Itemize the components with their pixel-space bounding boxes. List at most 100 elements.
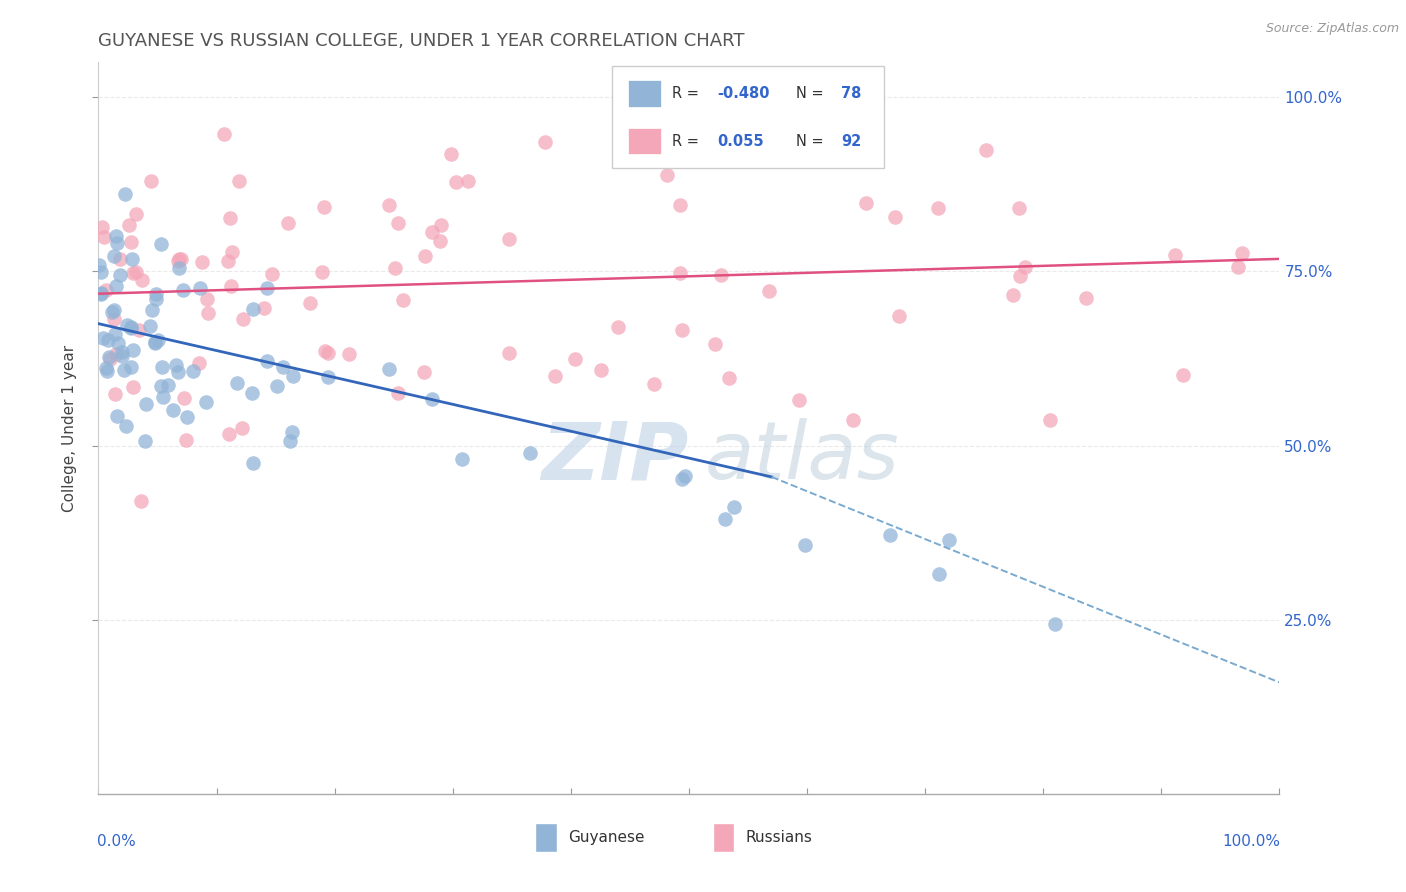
Point xyxy=(498,232,520,246)
Point xyxy=(112,363,135,377)
Point xyxy=(787,392,810,407)
Point xyxy=(104,387,127,401)
Point xyxy=(1001,288,1024,302)
Text: 92: 92 xyxy=(841,134,862,149)
Point xyxy=(135,397,157,411)
Point xyxy=(1008,269,1031,284)
Point xyxy=(174,433,197,447)
Point xyxy=(278,434,301,448)
Point xyxy=(703,337,725,351)
Point xyxy=(173,391,195,405)
Point xyxy=(391,293,413,307)
Point xyxy=(256,354,278,368)
Point xyxy=(266,379,288,393)
Point xyxy=(128,322,150,336)
Point xyxy=(197,306,219,320)
Point xyxy=(429,218,451,232)
Point xyxy=(103,312,125,326)
Point xyxy=(125,207,148,221)
Text: Russians: Russians xyxy=(745,830,813,846)
Point xyxy=(1076,291,1098,305)
Point xyxy=(103,302,125,317)
Point xyxy=(145,334,167,349)
Point xyxy=(606,319,628,334)
FancyBboxPatch shape xyxy=(612,66,884,169)
Point xyxy=(107,235,129,250)
Point xyxy=(976,143,998,157)
Point xyxy=(758,284,780,298)
Point xyxy=(129,493,152,508)
Point xyxy=(591,363,613,377)
Point xyxy=(1226,260,1249,274)
Point xyxy=(314,344,336,359)
Point xyxy=(420,225,443,239)
Point xyxy=(115,418,138,433)
Point xyxy=(564,352,586,367)
Point xyxy=(855,195,877,210)
Point xyxy=(197,292,219,306)
Point xyxy=(519,446,541,460)
Point xyxy=(114,187,136,202)
Text: atlas: atlas xyxy=(704,418,898,497)
Text: 0.055: 0.055 xyxy=(717,134,763,149)
Point xyxy=(444,175,467,189)
Point xyxy=(669,198,692,212)
Bar xyxy=(713,823,734,853)
Point xyxy=(299,296,322,310)
Text: Guyanese: Guyanese xyxy=(568,830,645,846)
Text: 0.0%: 0.0% xyxy=(97,834,136,849)
Point xyxy=(283,369,305,384)
Point xyxy=(789,95,811,110)
Point xyxy=(104,347,127,361)
Point xyxy=(669,266,692,280)
Point xyxy=(90,220,112,235)
Point xyxy=(927,201,949,215)
Text: -0.480: -0.480 xyxy=(717,86,769,101)
Point xyxy=(271,360,294,375)
Point xyxy=(938,533,960,548)
Point xyxy=(124,265,146,279)
Point xyxy=(318,370,340,384)
Point xyxy=(110,252,132,267)
Point xyxy=(89,259,111,273)
Point xyxy=(105,409,128,424)
Point xyxy=(166,254,188,268)
Point xyxy=(280,425,302,439)
Text: ZIP: ZIP xyxy=(541,418,689,497)
Point xyxy=(231,421,253,435)
Point xyxy=(387,386,409,401)
Point xyxy=(723,500,745,514)
Point xyxy=(170,252,193,266)
Point xyxy=(165,358,187,372)
Point xyxy=(181,364,204,378)
Point xyxy=(242,457,264,471)
Point xyxy=(101,305,124,319)
Point xyxy=(122,380,145,394)
Point xyxy=(1039,413,1062,427)
Point xyxy=(457,174,479,188)
Point xyxy=(121,252,143,267)
Point xyxy=(100,351,122,366)
Point xyxy=(143,336,166,351)
Point xyxy=(316,346,339,360)
Point xyxy=(377,198,399,212)
Point xyxy=(643,376,665,391)
Point xyxy=(673,468,696,483)
Point xyxy=(115,318,138,333)
Point xyxy=(96,364,118,378)
Point xyxy=(544,369,567,384)
Point xyxy=(93,230,115,244)
Point xyxy=(1230,246,1253,260)
Point xyxy=(498,346,520,360)
Point xyxy=(1164,248,1187,262)
Point xyxy=(413,249,436,263)
Point xyxy=(311,265,333,279)
Point xyxy=(188,356,211,370)
Y-axis label: College, Under 1 year: College, Under 1 year xyxy=(62,344,77,512)
Point xyxy=(232,311,254,326)
Point xyxy=(312,200,335,214)
Point xyxy=(90,265,112,279)
Point xyxy=(105,229,128,244)
Point xyxy=(172,283,194,297)
Point xyxy=(337,346,360,360)
